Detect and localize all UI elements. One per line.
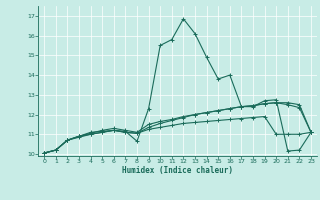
X-axis label: Humidex (Indice chaleur): Humidex (Indice chaleur) xyxy=(122,166,233,175)
